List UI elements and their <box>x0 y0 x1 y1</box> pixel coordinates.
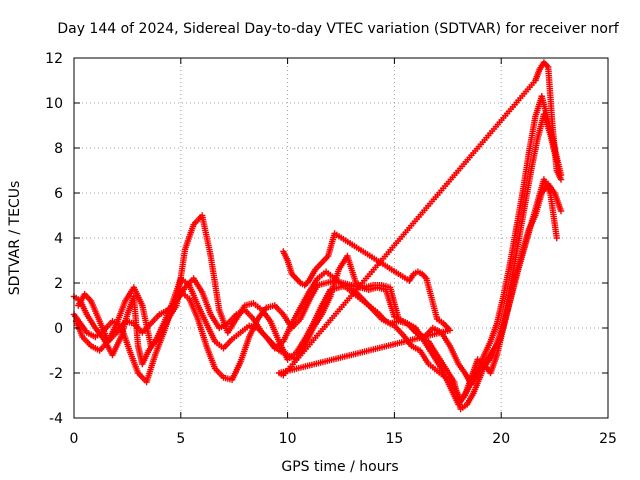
y-tick-label: 12 <box>45 51 63 67</box>
x-tick-label: 25 <box>599 431 617 447</box>
axis-ticks <box>73 57 609 419</box>
y-tick-label: -2 <box>49 366 63 382</box>
y-tick-label: -4 <box>49 411 63 427</box>
x-axis-title: GPS time / hours <box>281 459 398 475</box>
data-point <box>557 207 565 215</box>
x-tick-label: 20 <box>492 431 510 447</box>
chart-title: Day 144 of 2024, Sidereal Day-to-day VTE… <box>57 21 619 37</box>
data-point <box>557 176 565 183</box>
series-track-e <box>275 59 565 379</box>
y-tick-label: 2 <box>54 276 63 292</box>
y-tick-labels: -4 -2 0 2 4 6 8 10 12 <box>45 51 63 427</box>
y-tick-label: 6 <box>54 186 63 202</box>
x-tick-label: 0 <box>70 431 79 447</box>
y-tick-label: 0 <box>54 321 63 337</box>
x-tick-label: 5 <box>176 431 185 447</box>
x-tick-label: 15 <box>385 431 403 447</box>
x-tick-labels: 0 5 10 15 20 25 <box>70 431 617 447</box>
y-axis-title: SDTVAR / TECUs <box>7 181 23 296</box>
y-tick-label: 4 <box>54 231 63 247</box>
x-tick-label: 10 <box>279 431 297 447</box>
y-tick-label: 8 <box>54 141 63 157</box>
data-point <box>553 234 560 242</box>
y-tick-label: 10 <box>45 96 63 112</box>
data-marks <box>70 59 565 413</box>
